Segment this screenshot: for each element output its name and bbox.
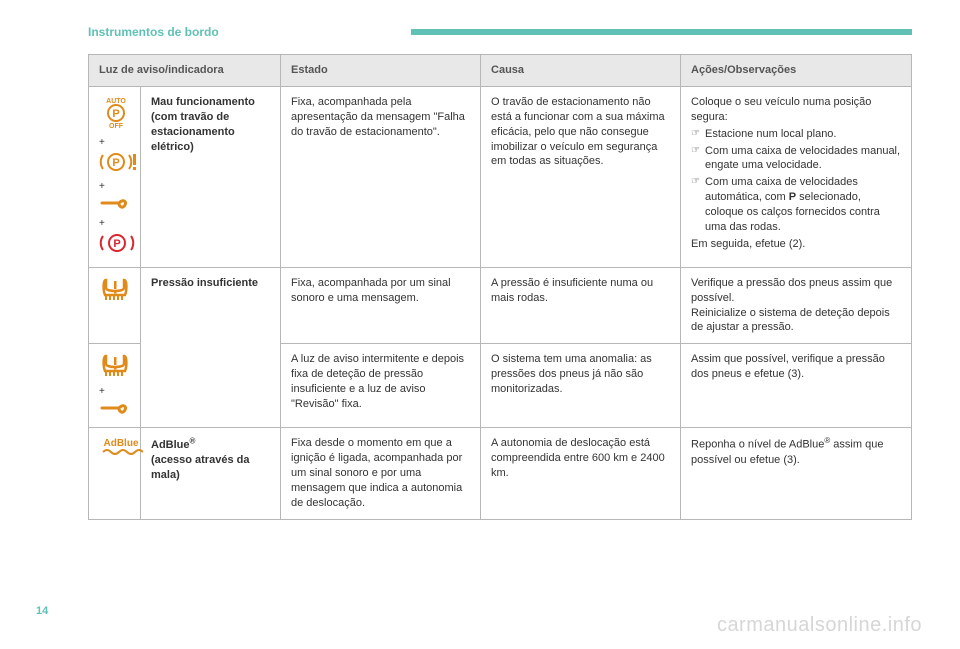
wrench-icon: [99, 401, 129, 415]
plus-sep: +: [99, 136, 130, 150]
wrench-icon: [99, 196, 129, 210]
icon-cell: +: [89, 344, 141, 428]
row-actions: Assim que possível, verifique a pressão …: [681, 344, 912, 428]
plus-sep: +: [99, 385, 130, 399]
row-state: A luz de aviso intermitente e depois fix…: [281, 344, 481, 428]
bullet: Com uma caixa de velocidades manual, eng…: [691, 144, 901, 174]
svg-text:P: P: [113, 238, 120, 250]
row-name: AdBlue® (acesso através da mala): [141, 428, 281, 519]
row-actions: Verifique a pressão dos pneus assim que …: [681, 267, 912, 343]
table-row: AdBlue AdBlue® (acesso através da mala) …: [89, 428, 912, 519]
actions-bullets: Estacione num local plano. Com uma caixa…: [691, 127, 901, 235]
col-actions: Ações/Observações: [681, 55, 912, 87]
plus-sep: +: [99, 180, 130, 194]
row-name: Mau funcionamento (com travão de estacio…: [141, 87, 281, 268]
header-accent-bar: [411, 29, 912, 35]
svg-text:OFF: OFF: [109, 123, 124, 129]
row-actions: Reponha o nível de AdBlue® assim que pos…: [681, 428, 912, 519]
row-name-text: Pressão insuficiente: [151, 277, 258, 289]
table-row: Pressão insuficiente Fixa, acompanhada p…: [89, 267, 912, 343]
svg-text:P: P: [112, 108, 119, 120]
row-name: Pressão insuficiente: [141, 267, 281, 428]
row-cause: A autonomia de deslocação está compreend…: [481, 428, 681, 519]
svg-text:AdBlue: AdBlue: [104, 438, 139, 449]
col-state: Estado: [281, 55, 481, 87]
bullet: Com uma caixa de velocidades automática,…: [691, 175, 901, 234]
adblue-icon: AdBlue: [99, 436, 143, 458]
row-state: Fixa, acompanhada pela apresentação da m…: [281, 87, 481, 268]
tire-pressure-icon: [99, 276, 131, 302]
warning-table: Luz de aviso/indicadora Estado Causa Açõ…: [88, 54, 912, 520]
row-state: Fixa desde o momento em que a ignição é …: [281, 428, 481, 519]
auto-p-off-icon: AUTO P OFF: [99, 95, 133, 129]
row-name-suffix: (acesso através da mala): [151, 454, 249, 481]
icon-cell: AdBlue: [89, 428, 141, 519]
actions-intro: Coloque o seu veículo numa posição segur…: [691, 95, 901, 125]
plus-sep: +: [99, 217, 130, 231]
section-title: Instrumentos de bordo: [88, 24, 219, 40]
watermark: carmanualsonline.info: [717, 612, 922, 639]
row-cause: A pressão é insuficiente numa ou mais ro…: [481, 267, 681, 343]
svg-text:P: P: [112, 157, 119, 169]
col-cause: Causa: [481, 55, 681, 87]
row-actions: Coloque o seu veículo numa posição segur…: [681, 87, 912, 268]
table-row: AUTO P OFF + P +: [89, 87, 912, 268]
row-cause: O travão de estacionamento não está a fu…: [481, 87, 681, 268]
icon-cell: AUTO P OFF + P +: [89, 87, 141, 268]
p-red-icon: P: [99, 232, 135, 254]
col-indicator: Luz de aviso/indicadora: [89, 55, 281, 87]
tire-pressure-icon: [99, 352, 131, 378]
page: Instrumentos de bordo Luz de aviso/indic…: [0, 0, 960, 649]
svg-text:AUTO: AUTO: [106, 98, 126, 105]
icon-cell: [89, 267, 141, 343]
actions-outro: Em seguida, efetue (2).: [691, 237, 901, 252]
bullet: Estacione num local plano.: [691, 127, 901, 142]
row-name-text: Mau funcionamento (com travão de estacio…: [151, 96, 255, 153]
row-name-text: AdBlue®: [151, 439, 195, 451]
header-row: Instrumentos de bordo: [88, 24, 912, 40]
row-state: Fixa, acompanhada por um sinal sonoro e …: [281, 267, 481, 343]
table-header-row: Luz de aviso/indicadora Estado Causa Açõ…: [89, 55, 912, 87]
page-number: 14: [36, 604, 48, 619]
row-cause: O sistema tem uma anomalia: as pressões …: [481, 344, 681, 428]
p-exclaim-icon: P: [99, 151, 139, 173]
